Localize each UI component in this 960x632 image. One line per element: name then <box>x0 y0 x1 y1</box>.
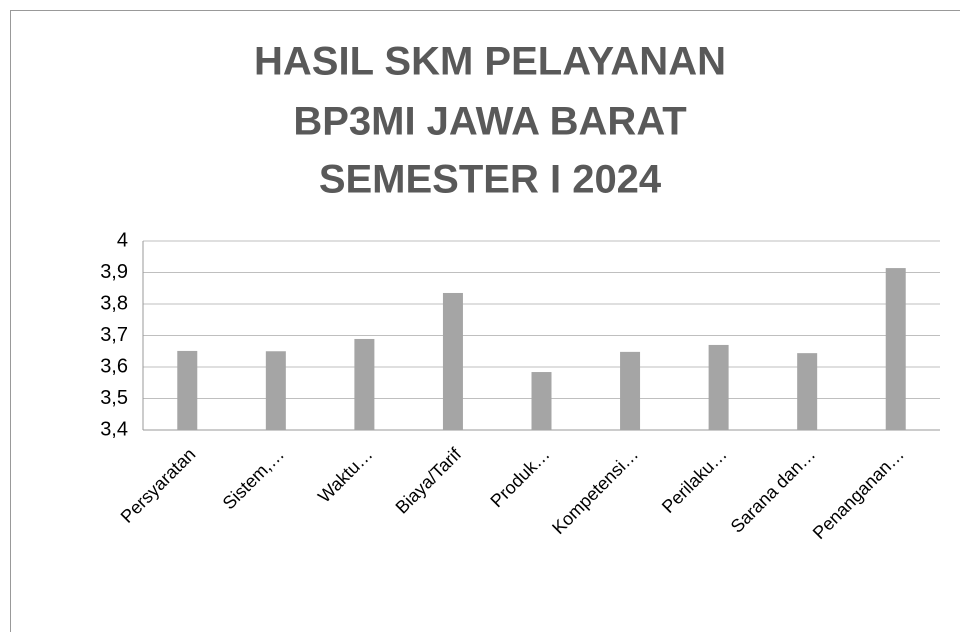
y-tick-label: 3,8 <box>100 292 128 314</box>
bar <box>797 353 818 430</box>
chart-title: BP3MI JAWA BARAT <box>293 100 686 144</box>
bar <box>442 292 463 430</box>
bar <box>620 351 641 430</box>
y-tick-label: 4 <box>117 229 128 251</box>
bar <box>354 338 375 430</box>
chart-title: HASIL SKM PELAYANAN <box>254 40 726 84</box>
bar <box>708 344 729 430</box>
chart-border <box>10 10 960 632</box>
bar <box>885 268 906 430</box>
y-tick-label: 3,7 <box>100 324 128 346</box>
y-tick-label: 3,5 <box>100 387 128 409</box>
y-tick-label: 3,4 <box>100 418 128 440</box>
chart-title: SEMESTER I 2024 <box>319 158 662 202</box>
bar <box>177 350 198 430</box>
bar <box>265 351 286 430</box>
bar <box>531 372 552 430</box>
y-tick-label: 3,6 <box>100 355 128 377</box>
y-tick-label: 3,9 <box>100 261 128 283</box>
